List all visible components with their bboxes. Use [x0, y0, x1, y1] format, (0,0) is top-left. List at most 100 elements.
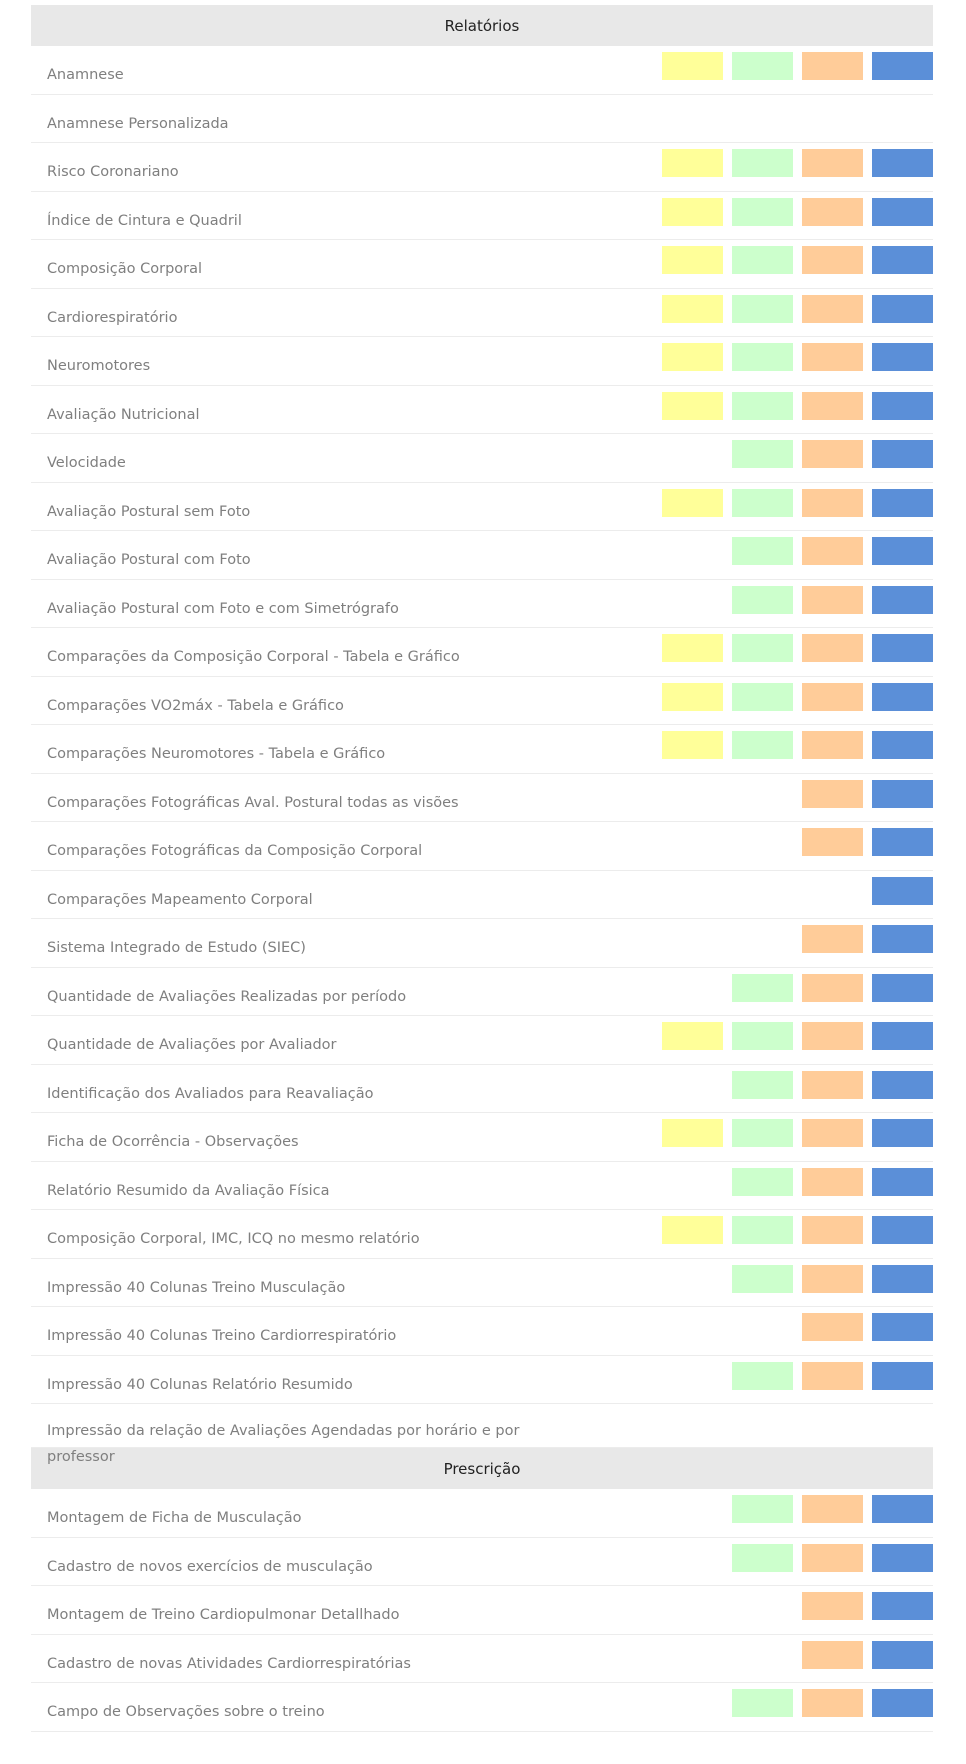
plan-cell-green	[732, 634, 793, 662]
plan-cells	[653, 197, 933, 226]
plan-cells	[653, 1070, 933, 1099]
row-label: Comparações Fotográficas da Composição C…	[47, 843, 423, 859]
plan-cell-blue	[872, 1119, 933, 1147]
plan-cell-orange	[802, 1022, 863, 1050]
table-row: Avaliação Postural com Foto	[31, 531, 933, 580]
plan-cell-blue	[872, 1495, 933, 1523]
table-row: Quantidade de Avaliações por Avaliador	[31, 1016, 933, 1065]
plan-cell-yellow	[662, 780, 723, 808]
plan-cell-green	[732, 828, 793, 856]
table-row: Velocidade	[31, 434, 933, 483]
plan-cell-orange	[802, 1264, 863, 1293]
plan-cell-yellow	[662, 1641, 723, 1669]
table-row: Anamnese	[31, 46, 933, 95]
plan-cell-yellow	[662, 1119, 723, 1147]
plan-cell-orange	[802, 52, 863, 80]
table-row: Quantidade de Avaliações Realizadas por …	[31, 968, 933, 1016]
plan-cell-orange	[802, 197, 863, 226]
plan-cell-green	[732, 1022, 793, 1050]
plan-cell-orange	[802, 682, 863, 711]
row-label: Montagem de Treino Cardiopulmonar Detall…	[47, 1607, 400, 1623]
plan-cells	[653, 876, 933, 905]
row-label: Campo de Observações sobre o treino	[47, 1704, 325, 1720]
plan-cell-blue	[872, 1167, 933, 1196]
plan-cell-yellow	[662, 1410, 723, 1438]
plan-cell-orange	[802, 1313, 863, 1341]
row-label: Cadastro de novas Atividades Cardiorresp…	[47, 1655, 411, 1672]
plan-cell-green	[732, 1495, 793, 1523]
plan-cell-yellow	[662, 877, 723, 905]
section-header: Relatórios	[31, 5, 933, 46]
plan-cell-blue	[872, 1216, 933, 1244]
plan-cell-yellow	[662, 634, 723, 662]
plan-cell-orange	[802, 440, 863, 468]
plan-cells	[653, 101, 933, 129]
plan-cells	[653, 1689, 933, 1717]
plan-cell-yellow	[662, 586, 723, 614]
table-row: Impressão 40 Colunas Relatório Resumido	[31, 1356, 933, 1404]
plan-cell-orange	[802, 731, 863, 759]
plan-cell-green	[732, 294, 793, 323]
plan-cell-yellow	[662, 1313, 723, 1341]
plan-cell-blue	[872, 682, 933, 711]
section-header: Prescrição	[31, 1448, 933, 1489]
row-label: Velocidade	[47, 455, 126, 471]
plan-cell-orange	[802, 1689, 863, 1717]
row-label: Anamnese	[47, 67, 124, 83]
plan-cell-blue	[872, 1070, 933, 1099]
plan-cell-yellow	[662, 1265, 723, 1293]
row-label: Impressão 40 Colunas Treino Musculação	[47, 1279, 346, 1296]
plan-cell-yellow	[662, 294, 723, 323]
plan-cell-orange	[802, 1070, 863, 1099]
plan-cell-yellow	[662, 1592, 723, 1620]
plan-cells	[653, 1495, 933, 1523]
plan-cell-blue	[872, 1361, 933, 1390]
plan-cell-orange	[802, 343, 863, 371]
plan-cell-blue	[872, 391, 933, 420]
table-row: Composição Corporal, IMC, ICQ no mesmo r…	[31, 1210, 933, 1259]
plan-cell-green	[732, 1167, 793, 1196]
plan-cell-yellow	[662, 488, 723, 517]
plan-cell-yellow	[662, 925, 723, 953]
plan-cell-green	[732, 973, 793, 1002]
plan-cells	[653, 779, 933, 808]
plan-cell-green	[732, 877, 793, 905]
plan-cells	[653, 246, 933, 274]
plan-cell-blue	[872, 537, 933, 565]
plan-cell-green	[732, 101, 793, 129]
row-label: Anamnese Personalizada	[47, 115, 229, 132]
plan-cells	[653, 1361, 933, 1390]
plan-cell-yellow	[662, 828, 723, 856]
plan-cell-orange	[802, 925, 863, 953]
row-label: Identificação dos Avaliados para Reavali…	[47, 1085, 374, 1102]
plan-cell-yellow	[662, 1689, 723, 1717]
table-row: Comparações da Composição Corporal - Tab…	[31, 628, 933, 677]
plan-cell-orange	[802, 779, 863, 808]
plan-cell-orange	[802, 1543, 863, 1572]
plan-cell-green	[732, 585, 793, 614]
row-label: Ficha de Ocorrência - Observações	[47, 1134, 299, 1150]
row-label: Avaliação Postural com Foto	[47, 552, 251, 568]
table-row: Montagem de Ficha de Musculação	[31, 1489, 933, 1538]
plan-cells	[653, 1022, 933, 1050]
plan-cell-yellow	[662, 1022, 723, 1050]
plan-cell-blue	[872, 246, 933, 274]
plan-cell-orange	[802, 1640, 863, 1669]
plan-cell-orange	[802, 973, 863, 1002]
plan-cell-orange	[802, 1216, 863, 1244]
plan-cells	[653, 828, 933, 856]
plan-cells	[653, 973, 933, 1002]
plan-cell-orange	[802, 537, 863, 565]
plan-cell-yellow	[662, 1168, 723, 1196]
plan-cell-green	[732, 488, 793, 517]
features-table: Relatórios Anamnese Anamnese Personalizada…	[31, 5, 933, 1732]
row-label: Impressão da relação de Avaliações Agend…	[47, 1423, 520, 1465]
plan-cell-orange	[802, 828, 863, 856]
plan-cell-blue	[872, 973, 933, 1002]
row-label: Quantidade de Avaliações por Avaliador	[47, 1037, 337, 1053]
plan-cells	[653, 1313, 933, 1341]
plan-cells	[653, 52, 933, 80]
plan-cell-green	[732, 197, 793, 226]
plan-cell-blue	[872, 52, 933, 80]
plan-cell-yellow	[662, 1495, 723, 1523]
